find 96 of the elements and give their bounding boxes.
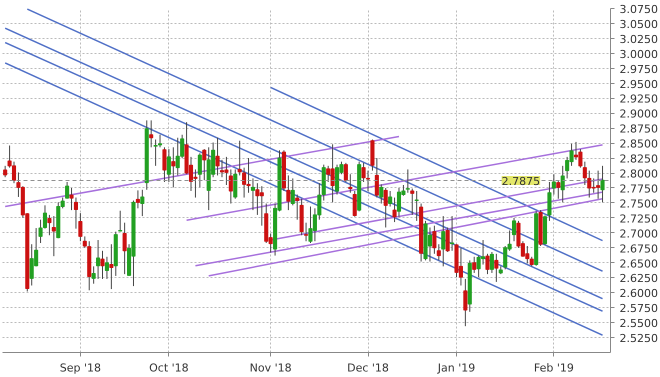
candlestick [304,222,308,242]
y-tick-label: 3.0750 [620,3,658,16]
candlestick [109,244,114,290]
candlestick [3,165,8,178]
candlestick [600,165,605,203]
y-tick-label: 2.8750 [620,122,658,136]
candlestick [344,162,348,182]
candlestick [384,187,388,228]
candlestick [414,190,419,222]
candlestick [374,158,379,198]
candlestick [286,174,290,211]
y-tick-label: 2.8000 [620,168,658,181]
candlestick [69,187,74,211]
candlestick [242,167,246,198]
y-tick-label: 2.8500 [620,138,658,151]
candlestick [406,168,410,194]
y-tick-label: 2.8250 [620,152,658,166]
candlestick [74,197,78,230]
candlestick [140,189,144,217]
candlestick [154,139,158,166]
candlestick [446,226,450,252]
candlestick [30,244,34,286]
x-tick-label: Dec '18 [347,362,389,374]
y-tick-label: 2.6250 [620,272,658,286]
y-tick-label: 2.5750 [620,302,658,316]
candlestick [228,168,233,204]
y-tick-label: 2.6000 [620,287,658,300]
y-tick-label: 2.7000 [620,227,658,240]
candlestick [388,190,392,208]
candlestick [104,256,109,280]
candlestick [100,250,105,280]
candlestick [362,162,366,182]
candlestick [432,225,436,254]
candlestick [463,278,468,327]
candlestick [92,266,96,284]
candlestick [149,120,154,148]
candlestick [392,197,397,223]
candlestick [428,226,432,262]
candlestick [52,216,56,257]
candlestick [78,212,82,242]
candlestick [12,161,16,184]
candlestick [96,240,100,280]
candlestick [556,180,560,200]
candlestick [65,181,70,200]
x-tick-label: Jan '19 [436,362,476,374]
candlestick [552,174,556,196]
y-tick-label: 2.9000 [620,108,658,121]
candlestick [166,148,171,182]
candlestick [334,164,340,196]
y-tick-label: 2.6500 [620,257,658,270]
y-tick-label: 2.7750 [620,182,658,196]
y-tick-label: 2.9500 [620,78,658,91]
y-tick-label: 2.7250 [620,212,658,226]
candlestick [366,170,370,192]
candlestick [396,187,402,218]
x-tick-label: Sep '18 [60,362,102,374]
candlestick [47,214,52,236]
candlestick [198,152,202,188]
ref-line-label: 2.7875 [502,175,540,188]
candlestick [171,146,176,188]
x-tick-label: Feb '19 [534,362,574,374]
y-tick-label: 3.0000 [620,48,658,61]
y-tick-label: 2.5500 [620,317,658,330]
candlestick [193,168,198,198]
x-tick-label: Oct '18 [149,362,189,374]
candlestick [250,178,256,211]
x-tick-label: Nov '18 [250,362,292,374]
candlestick [503,246,508,270]
candlestick [450,216,454,252]
y-tick-label: 2.6750 [620,242,658,256]
candlestick [158,134,162,148]
candlestick [441,216,446,267]
candlestick [578,148,582,168]
candlestick [458,247,463,286]
candlestick [122,222,127,275]
candlestick [224,156,228,186]
candlestick [476,255,481,278]
candlestick [547,181,552,222]
candlestick [308,206,313,244]
y-tick-label: 2.7500 [620,197,658,210]
candlestick [494,253,498,282]
candlestick [162,146,167,182]
candlestick [485,253,490,275]
y-tick-label: 3.0500 [620,18,658,31]
candlestick [490,251,494,274]
candlestick [246,158,251,194]
y-tick-label: 2.9250 [620,92,658,106]
candlestick [220,159,224,178]
candlestick [136,190,140,209]
candlestick [326,165,330,182]
y-tick-label: 2.9750 [620,62,658,76]
y-tick-label: 3.0250 [620,32,658,46]
y-tick-label: 2.5250 [620,332,658,346]
candlestick [348,174,352,194]
candlestick [512,217,516,242]
candlestick [216,137,220,176]
